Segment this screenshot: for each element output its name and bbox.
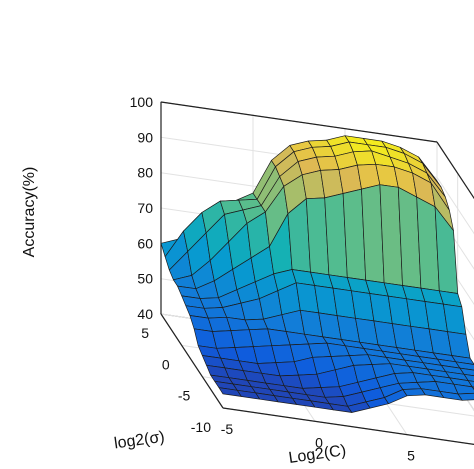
x-tick-label: 5 [407,448,415,464]
z-tick-label: 80 [137,165,153,181]
y-axis-line [160,313,224,409]
z-tick-label: 70 [137,200,153,216]
y-axis-label: log2(σ) [113,429,166,453]
surface-patch [467,380,474,388]
surface-patch [463,373,474,382]
z-tick-label: 40 [137,306,153,322]
x-axis-line [222,407,474,445]
top-right-edge [436,141,474,200]
y-tick-label: -10 [191,419,211,435]
z-tick-label: 50 [137,271,153,287]
y-tick-label: -5 [178,388,191,404]
y-tick-label: 0 [162,356,170,372]
x-axis-label: Log2(C) [288,442,348,467]
surface-patch [459,367,474,377]
z-tick-label: 90 [137,129,153,145]
surface-patch [457,392,474,401]
axis-lines [160,101,474,445]
top-back-edge [160,101,438,143]
x-tick-label: 0 [315,434,323,450]
z-tick-label: 60 [137,235,153,251]
surface-mesh [160,135,474,413]
y-tick-label: 5 [141,325,149,341]
z-tick-label: 100 [130,94,154,110]
x-tick-label: -5 [221,421,234,437]
z-axis-label: Accuracy(%) [21,167,38,258]
